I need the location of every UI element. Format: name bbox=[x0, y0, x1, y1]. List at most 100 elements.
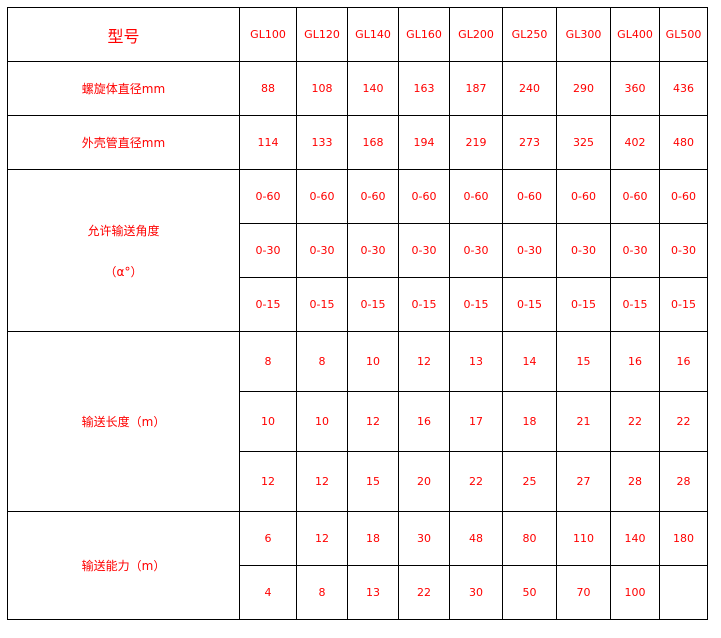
table-cell: 12 bbox=[296, 451, 348, 512]
table-row: 允许输送角度 （α°） 0-60 0-60 0-60 0-60 0-60 0-60 0-60 0-… bbox=[7, 169, 708, 332]
table-cell: 180 bbox=[659, 511, 708, 566]
table-cell: 17 bbox=[449, 391, 503, 452]
table-cell: 14 bbox=[502, 331, 557, 392]
table-row: 输送能力（m） 6 12 18 30 48 80 110 140 180 bbox=[7, 511, 708, 620]
table-cell: 22 bbox=[398, 565, 450, 620]
model-header: GL200 bbox=[449, 7, 503, 62]
table-cell: 12 bbox=[398, 331, 450, 392]
table-cell: 18 bbox=[502, 391, 557, 452]
model-header: GL400 bbox=[610, 7, 660, 62]
table-cell: 88 bbox=[239, 61, 297, 116]
table-cell: 290 bbox=[556, 61, 611, 116]
table-cell: 21 bbox=[556, 391, 611, 452]
table-cell: 0-15 bbox=[556, 277, 611, 332]
table-cell: 0-30 bbox=[556, 223, 611, 278]
row-sublabel: （α°） bbox=[104, 264, 143, 279]
table-cell: 0-15 bbox=[502, 277, 557, 332]
table-cell: 0-60 bbox=[502, 169, 557, 224]
spec-table: 型号 GL100 GL120 GL140 GL160 GL200 GL250 GL300 GL… bbox=[7, 7, 708, 620]
row-label-text: 螺旋体直径mm bbox=[81, 82, 166, 96]
table-row: 12 12 15 20 22 25 27 28 28 bbox=[8, 451, 708, 512]
table-cell: 0-30 bbox=[398, 223, 450, 278]
table-cell: 22 bbox=[610, 391, 660, 452]
table-cell: 22 bbox=[449, 451, 503, 512]
table-cell: 27 bbox=[556, 451, 611, 512]
table-cell: 12 bbox=[296, 511, 348, 566]
model-header: GL250 bbox=[502, 7, 557, 62]
table-cell: 480 bbox=[659, 115, 708, 170]
table-cell: 0-15 bbox=[239, 277, 297, 332]
row-label: 输送长度（m） bbox=[7, 331, 240, 512]
table-cell: 240 bbox=[502, 61, 557, 116]
table-cell: 15 bbox=[347, 451, 399, 512]
table-cell: 133 bbox=[296, 115, 348, 170]
table-row: 10 10 12 16 17 18 21 22 22 bbox=[8, 391, 708, 452]
table-cell: 13 bbox=[449, 331, 503, 392]
table-cell: 12 bbox=[239, 451, 297, 512]
table-cell: 80 bbox=[502, 511, 557, 566]
table-cell: 30 bbox=[449, 565, 503, 620]
table-cell bbox=[659, 565, 708, 620]
table-cell: 0-60 bbox=[398, 169, 450, 224]
table-row: 螺旋体直径mm 88 108 140 163 187 240 290 360 436 bbox=[7, 61, 708, 116]
table-cell: 0-60 bbox=[556, 169, 611, 224]
table-cell: 0-60 bbox=[610, 169, 660, 224]
table-cell: 110 bbox=[556, 511, 611, 566]
table-cell: 6 bbox=[239, 511, 297, 566]
table-cell: 0-30 bbox=[347, 223, 399, 278]
table-cell: 0-30 bbox=[239, 223, 297, 278]
table-cell: 0-60 bbox=[239, 169, 297, 224]
table-cell: 0-15 bbox=[296, 277, 348, 332]
table-cell: 187 bbox=[449, 61, 503, 116]
table-cell: 0-60 bbox=[296, 169, 348, 224]
table-cell: 0-15 bbox=[449, 277, 503, 332]
table-cell: 4 bbox=[239, 565, 297, 620]
row-label: 允许输送角度 （α°） bbox=[7, 169, 240, 332]
table-cell: 0-30 bbox=[296, 223, 348, 278]
model-header: GL120 bbox=[296, 7, 348, 62]
table-cell: 16 bbox=[398, 391, 450, 452]
table-cell: 0-30 bbox=[610, 223, 660, 278]
table-cell: 20 bbox=[398, 451, 450, 512]
table-cell: 28 bbox=[659, 451, 708, 512]
model-header: GL500 bbox=[659, 7, 708, 62]
table-cell: 16 bbox=[659, 331, 708, 392]
table-cell: 140 bbox=[610, 511, 660, 566]
model-header: GL160 bbox=[398, 7, 450, 62]
table-cell: 22 bbox=[659, 391, 708, 452]
row-label-text: 外壳管直径mm bbox=[81, 136, 166, 150]
table-cell: 70 bbox=[556, 565, 611, 620]
table-cell: 0-60 bbox=[659, 169, 708, 224]
row-label: 外壳管直径mm bbox=[7, 115, 240, 170]
table-cell: 219 bbox=[449, 115, 503, 170]
table-cell: 402 bbox=[610, 115, 660, 170]
header-label: 型号 bbox=[7, 7, 240, 62]
table-cell: 8 bbox=[239, 331, 297, 392]
table-cell: 16 bbox=[610, 331, 660, 392]
row-label-text: 输送长度（m） bbox=[81, 415, 166, 429]
table-cell: 168 bbox=[347, 115, 399, 170]
table-cell: 10 bbox=[296, 391, 348, 452]
table-cell: 48 bbox=[449, 511, 503, 566]
table-cell: 10 bbox=[239, 391, 297, 452]
table-cell: 8 bbox=[296, 565, 348, 620]
model-header: GL140 bbox=[347, 7, 399, 62]
table-cell: 30 bbox=[398, 511, 450, 566]
table-cell: 0-15 bbox=[610, 277, 660, 332]
table-cell: 8 bbox=[296, 331, 348, 392]
row-label-text: 输送能力（m） bbox=[81, 559, 166, 573]
table-cell: 13 bbox=[347, 565, 399, 620]
table-cell: 50 bbox=[502, 565, 557, 620]
table-cell: 0-15 bbox=[659, 277, 708, 332]
table-cell: 0-30 bbox=[449, 223, 503, 278]
header-row: 型号 GL100 GL120 GL140 GL160 GL200 GL250 GL300 GL… bbox=[7, 7, 708, 62]
table-row: 0-30 0-30 0-30 0-30 0-30 0-30 0-30 0-30 0-30 bbox=[8, 223, 708, 278]
table-cell: 114 bbox=[239, 115, 297, 170]
table-cell: 0-15 bbox=[398, 277, 450, 332]
table-cell: 0-15 bbox=[347, 277, 399, 332]
table-cell: 12 bbox=[347, 391, 399, 452]
table-cell: 360 bbox=[610, 61, 660, 116]
table-cell: 0-60 bbox=[449, 169, 503, 224]
table-cell: 273 bbox=[502, 115, 557, 170]
table-cell: 163 bbox=[398, 61, 450, 116]
